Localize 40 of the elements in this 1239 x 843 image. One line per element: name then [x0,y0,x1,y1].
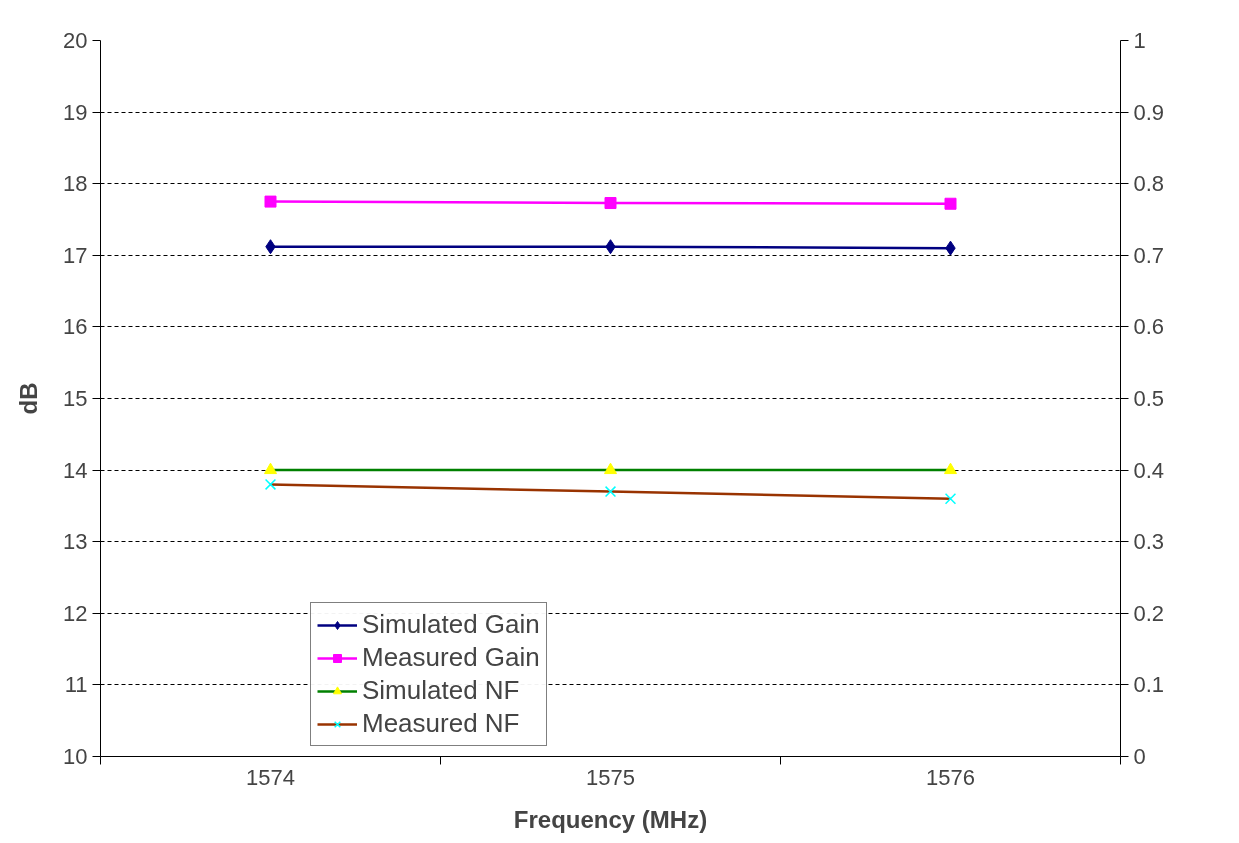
y-tick-label: 15 [63,386,88,411]
x-tick-label: 1574 [246,764,295,790]
x-axis-title: Frequency (MHz) [513,805,708,833]
y2-tick-label: 0.2 [1133,600,1165,626]
legend-label: Simulated NF [362,675,520,706]
y2-tick-label: 0.4 [1133,457,1165,483]
y-tick-label: 11 [64,672,88,698]
y-tick-label: 18 [63,171,88,197]
y-tick-label: 14 [63,457,88,483]
legend-label: Measured NF [362,708,520,739]
point [264,478,277,491]
y2-tick-label: 0.1 [1133,672,1165,698]
legend-label: Measured Gain [362,642,540,673]
y-tick-label: 12 [63,600,88,626]
y-tick-label: 10 [63,744,88,769]
y-axis-title: dB [15,382,43,415]
point [944,493,957,505]
y2-tick-label: 0.9 [1133,99,1165,125]
point [944,197,957,210]
y-tick-label: 13 [63,529,88,555]
y2-tick-label: 0.3 [1133,529,1165,555]
y2-tick-label: 0 [1133,744,1146,769]
point [604,485,617,498]
y-tick-label: 19 [63,99,88,125]
y-tick-label: 17 [63,242,88,268]
y2-tick-label: 1 [1133,28,1146,53]
point [944,462,957,475]
y2-tick-label: 0.6 [1133,314,1165,340]
y2-tick-label: 0.7 [1133,242,1165,268]
x-tick-label: 1575 [586,764,635,790]
y2-tick-label: 0.5 [1133,386,1165,411]
y2-tick-label: 0.8 [1133,171,1165,197]
point [604,462,617,475]
point [264,195,277,208]
legend-label: Simulated Gain [362,609,540,640]
y-tick-label: 16 [63,314,88,340]
point [604,197,617,210]
y-tick-label: 20 [63,28,88,53]
point [264,462,277,475]
x-tick-label: 1576 [926,764,975,790]
